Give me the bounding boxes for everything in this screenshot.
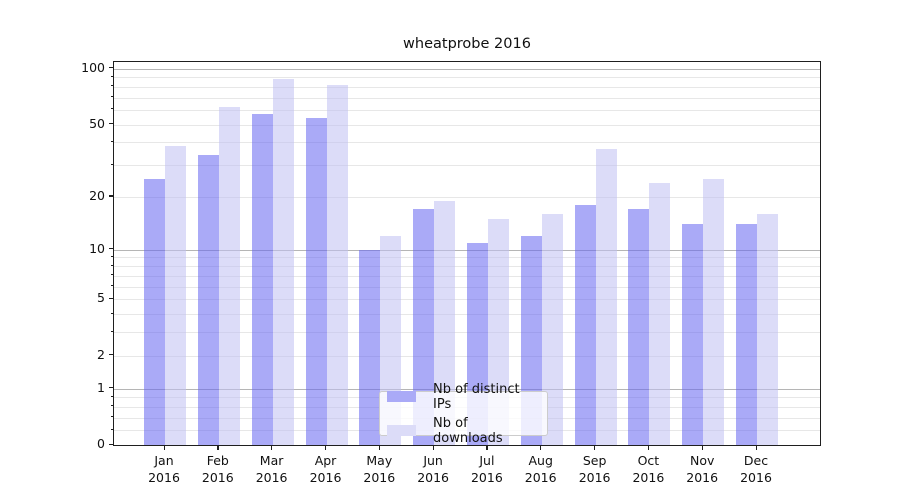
x-tick-mark <box>163 445 165 450</box>
y-minor-tick-mark <box>110 96 113 97</box>
bar-distinct-ips-nov <box>682 224 704 446</box>
plot-area <box>113 61 821 446</box>
x-tick-label-jul: Jul 2016 <box>470 453 503 486</box>
bar-distinct-ips-dec <box>736 224 757 446</box>
bar-distinct-ips-oct <box>628 209 650 446</box>
bar-downloads-feb <box>218 107 240 446</box>
x-tick-mark <box>701 445 703 450</box>
y-tick-label-10: 10 <box>89 240 105 256</box>
x-tick-label-nov: Nov 2016 <box>686 453 719 486</box>
y-minor-tick-mark <box>110 285 113 286</box>
y-minor-tick-mark <box>110 330 113 332</box>
y-tick-label-2: 2 <box>97 346 105 362</box>
bar-distinct-ips-jun <box>413 209 435 446</box>
y-minor-tick-mark <box>110 428 113 430</box>
y-tick-mark <box>108 443 113 446</box>
gridline-minor <box>114 109 820 111</box>
legend-label-distinct-ips: Nb of distinct IPs <box>433 381 520 412</box>
x-tick-label-oct: Oct 2016 <box>632 453 665 486</box>
y-tick-label-20: 20 <box>89 187 105 203</box>
bar-downloads-nov <box>703 179 725 446</box>
y-tick-label-100: 100 <box>81 59 105 75</box>
x-tick-label-aug: Aug 2016 <box>524 453 557 486</box>
legend-label-downloads: Nb of downloads <box>433 415 503 446</box>
x-tick-mark <box>217 445 219 450</box>
y-minor-tick-mark <box>110 140 113 142</box>
y-minor-tick-mark <box>110 75 113 77</box>
x-tick-mark <box>378 445 381 450</box>
y-minor-tick-mark <box>110 405 113 407</box>
x-tick-label-sep: Sep 2016 <box>578 453 611 486</box>
y-minor-tick-mark <box>110 312 113 314</box>
bar-downloads-sep <box>595 148 617 446</box>
x-tick-mark <box>432 445 434 450</box>
x-tick-mark <box>540 445 542 450</box>
bar-distinct-ips-may <box>359 249 381 446</box>
legend-item-downloads: Nb of downloads <box>387 416 539 446</box>
legend-swatch-downloads <box>387 425 416 436</box>
legend-item-distinct-ips: Nb of distinct IPs <box>387 382 539 412</box>
y-tick-mark <box>108 248 113 250</box>
gridline-minor <box>114 165 820 167</box>
x-tick-label-mar: Mar 2016 <box>255 453 288 486</box>
gridline-minor <box>114 142 820 144</box>
bar-downloads-mar <box>272 79 294 446</box>
bar-distinct-ips-sep <box>574 205 596 446</box>
gridline-minor <box>114 97 820 99</box>
y-minor-tick-mark <box>110 163 113 165</box>
y-minor-tick-mark <box>110 108 113 110</box>
x-tick-label-jun: Jun 2016 <box>417 453 449 486</box>
y-tick-label-50: 50 <box>89 115 105 131</box>
bar-downloads-jan <box>165 146 186 446</box>
x-tick-mark <box>647 445 650 450</box>
y-minor-tick-mark <box>110 195 113 197</box>
gridline-major <box>114 68 820 70</box>
bar-distinct-ips-jan <box>144 179 165 446</box>
bar-downloads-jun <box>434 200 456 446</box>
bar-downloads-aug <box>541 214 563 446</box>
y-minor-tick-mark <box>110 255 113 257</box>
x-tick-label-may: May 2016 <box>363 453 396 486</box>
y-minor-tick-mark <box>110 297 113 299</box>
x-tick-mark <box>271 445 273 450</box>
y-minor-tick-mark <box>110 123 113 124</box>
gridline-minor <box>114 77 820 79</box>
y-tick-label-0: 0 <box>97 436 105 452</box>
gridline-minor <box>114 196 820 198</box>
y-tick-mark <box>108 387 113 389</box>
legend: Nb of distinct IPs Nb of downloads <box>379 382 548 446</box>
x-tick-label-apr: Apr 2016 <box>309 453 342 486</box>
bar-downloads-jul <box>487 219 509 446</box>
bar-downloads-oct <box>649 182 671 446</box>
y-minor-tick-mark <box>110 274 113 276</box>
y-minor-tick-mark <box>110 395 113 397</box>
gridline-minor <box>114 124 820 126</box>
y-minor-tick-mark <box>110 416 113 418</box>
bar-distinct-ips-feb <box>197 155 219 446</box>
bar-downloads-dec <box>757 214 778 446</box>
legend-swatch-distinct-ips <box>387 391 416 402</box>
x-tick-mark <box>486 445 488 450</box>
y-minor-tick-mark <box>110 264 113 266</box>
x-tick-label-feb: Feb 2016 <box>201 453 234 486</box>
y-tick-mark <box>108 67 113 69</box>
y-tick-label-1: 1 <box>97 379 105 395</box>
y-tick-label-5: 5 <box>97 290 105 306</box>
x-tick-mark <box>594 445 596 450</box>
bar-downloads-apr <box>326 84 348 446</box>
x-tick-label-jan: Jan 2016 <box>148 453 180 486</box>
y-minor-tick-mark <box>110 85 113 87</box>
gridline-minor <box>114 86 820 88</box>
x-tick-label-dec: Dec 2016 <box>740 453 772 486</box>
chart-title: wheatprobe 2016 <box>403 36 531 52</box>
x-tick-mark <box>755 445 757 450</box>
y-minor-tick-mark <box>110 354 113 356</box>
x-tick-mark <box>325 445 327 450</box>
bar-distinct-ips-apr <box>305 118 327 446</box>
bar-distinct-ips-mar <box>251 114 273 446</box>
